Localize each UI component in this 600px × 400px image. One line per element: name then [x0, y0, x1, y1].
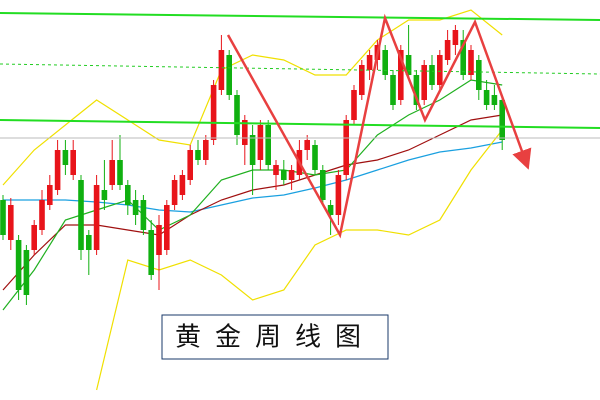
candle-body — [140, 200, 147, 230]
candle-body — [132, 200, 139, 215]
candle-body — [39, 200, 45, 230]
candle-body — [452, 30, 459, 45]
candle-body — [413, 75, 420, 105]
candle-body — [179, 175, 186, 195]
candle-body — [234, 95, 240, 135]
candle-body — [499, 100, 505, 140]
candle-body — [405, 55, 412, 75]
candle-body — [148, 230, 154, 275]
candle-body — [398, 50, 404, 100]
candle-body — [93, 185, 100, 250]
candle-body — [288, 170, 295, 180]
candle-body — [218, 50, 225, 90]
candle-body — [187, 150, 193, 180]
candle-body — [476, 60, 482, 90]
candle-body — [265, 125, 271, 165]
candle-body — [281, 170, 287, 180]
annotations: 黄金周线图 — [0, 12, 600, 360]
candle-body — [70, 150, 76, 175]
candle-body — [86, 235, 92, 250]
candle-body — [390, 75, 396, 105]
chart-title: 黄金周线图 — [175, 323, 375, 353]
candle-body — [359, 65, 365, 95]
candle-body — [78, 180, 84, 250]
resistance-line — [0, 12, 600, 21]
candle-body — [460, 40, 466, 75]
candle-body — [312, 145, 318, 170]
candle-body — [304, 140, 310, 150]
candle-body — [242, 120, 248, 145]
candle-body — [257, 125, 264, 160]
candle-body — [437, 55, 443, 85]
candle-body — [164, 205, 170, 250]
candle-body — [249, 135, 256, 165]
candle-body — [226, 55, 232, 95]
candle-body — [195, 150, 201, 160]
candle-body — [117, 160, 123, 185]
plot — [0, 9, 505, 391]
candle-body — [62, 150, 69, 165]
candle-body — [320, 170, 326, 200]
candle-body — [343, 120, 349, 175]
candle-body — [382, 50, 388, 75]
candle-body — [444, 40, 451, 60]
candle-body — [483, 90, 490, 105]
dashed-line — [0, 63, 600, 75]
candle-body — [31, 225, 37, 250]
candle-body — [15, 240, 22, 290]
candle-body — [210, 85, 217, 140]
candle-body — [125, 185, 131, 205]
candle-body — [171, 180, 178, 205]
candle-body — [273, 165, 279, 175]
candle-body — [0, 200, 6, 235]
candle-body — [491, 95, 498, 105]
indicator-line — [96, 129, 503, 391]
candle-body — [335, 175, 342, 215]
candle-body — [429, 65, 435, 85]
candle-body — [203, 140, 209, 160]
candle-body — [468, 50, 474, 75]
candle-body — [156, 225, 162, 255]
candle-body — [327, 205, 334, 215]
title-box — [161, 314, 389, 360]
indicator-line — [2, 9, 503, 186]
indicator-line — [3, 141, 503, 213]
candle-body — [421, 65, 427, 100]
candle-body — [101, 190, 108, 200]
candle-body — [351, 90, 357, 120]
candle-body — [23, 250, 30, 295]
candle-body — [109, 160, 115, 185]
candle-body — [54, 150, 61, 190]
support-line — [0, 119, 600, 129]
candle-body — [8, 205, 14, 240]
candle-body — [366, 55, 373, 70]
trend-arrows — [226, 13, 532, 239]
candle-body — [47, 185, 53, 205]
